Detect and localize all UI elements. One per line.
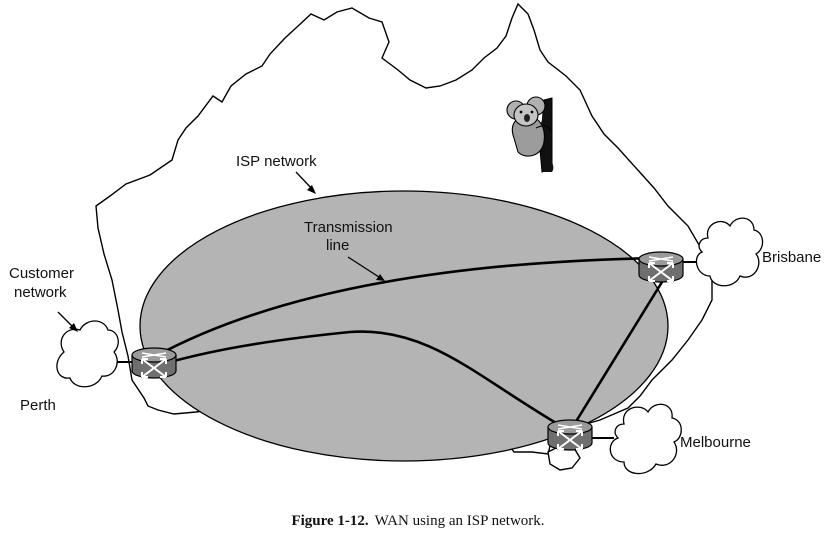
transmission-line-label-2: line [326,237,349,254]
router-icon-brisbane [638,251,684,283]
figure-caption-text: WAN using an ISP network. [375,513,545,529]
city-label-perth: Perth [20,397,56,414]
koala-icon [506,96,554,173]
transmission-line-label-1: Transmission [304,219,393,236]
callout-isp-network [295,171,316,194]
customer-network-label-1: Customer [9,265,74,282]
city-label-melbourne: Melbourne [680,434,751,451]
customer-network-label-2: network [14,284,67,301]
callout-customer-network [57,311,78,332]
router-icon-melbourne [547,419,593,451]
router-icon-perth [131,347,177,379]
figure-caption: Figure 1-12. WAN using an ISP network. [291,513,544,529]
figure-number: Figure 1-12. [291,513,368,529]
isp-network-ellipse [139,190,669,462]
cloud-icon-melbourne [609,403,682,475]
callout-transmission-line [347,256,385,281]
isp-network-label: ISP network [236,153,317,170]
link-perth-melbourne [155,330,569,432]
cloud-icon-perth [56,320,119,388]
city-label-brisbane: Brisbane [762,249,821,266]
cloud-icon-brisbane [695,217,764,287]
link-brisbane-melbourne [570,281,664,429]
link-perth-brisbane [155,256,661,358]
